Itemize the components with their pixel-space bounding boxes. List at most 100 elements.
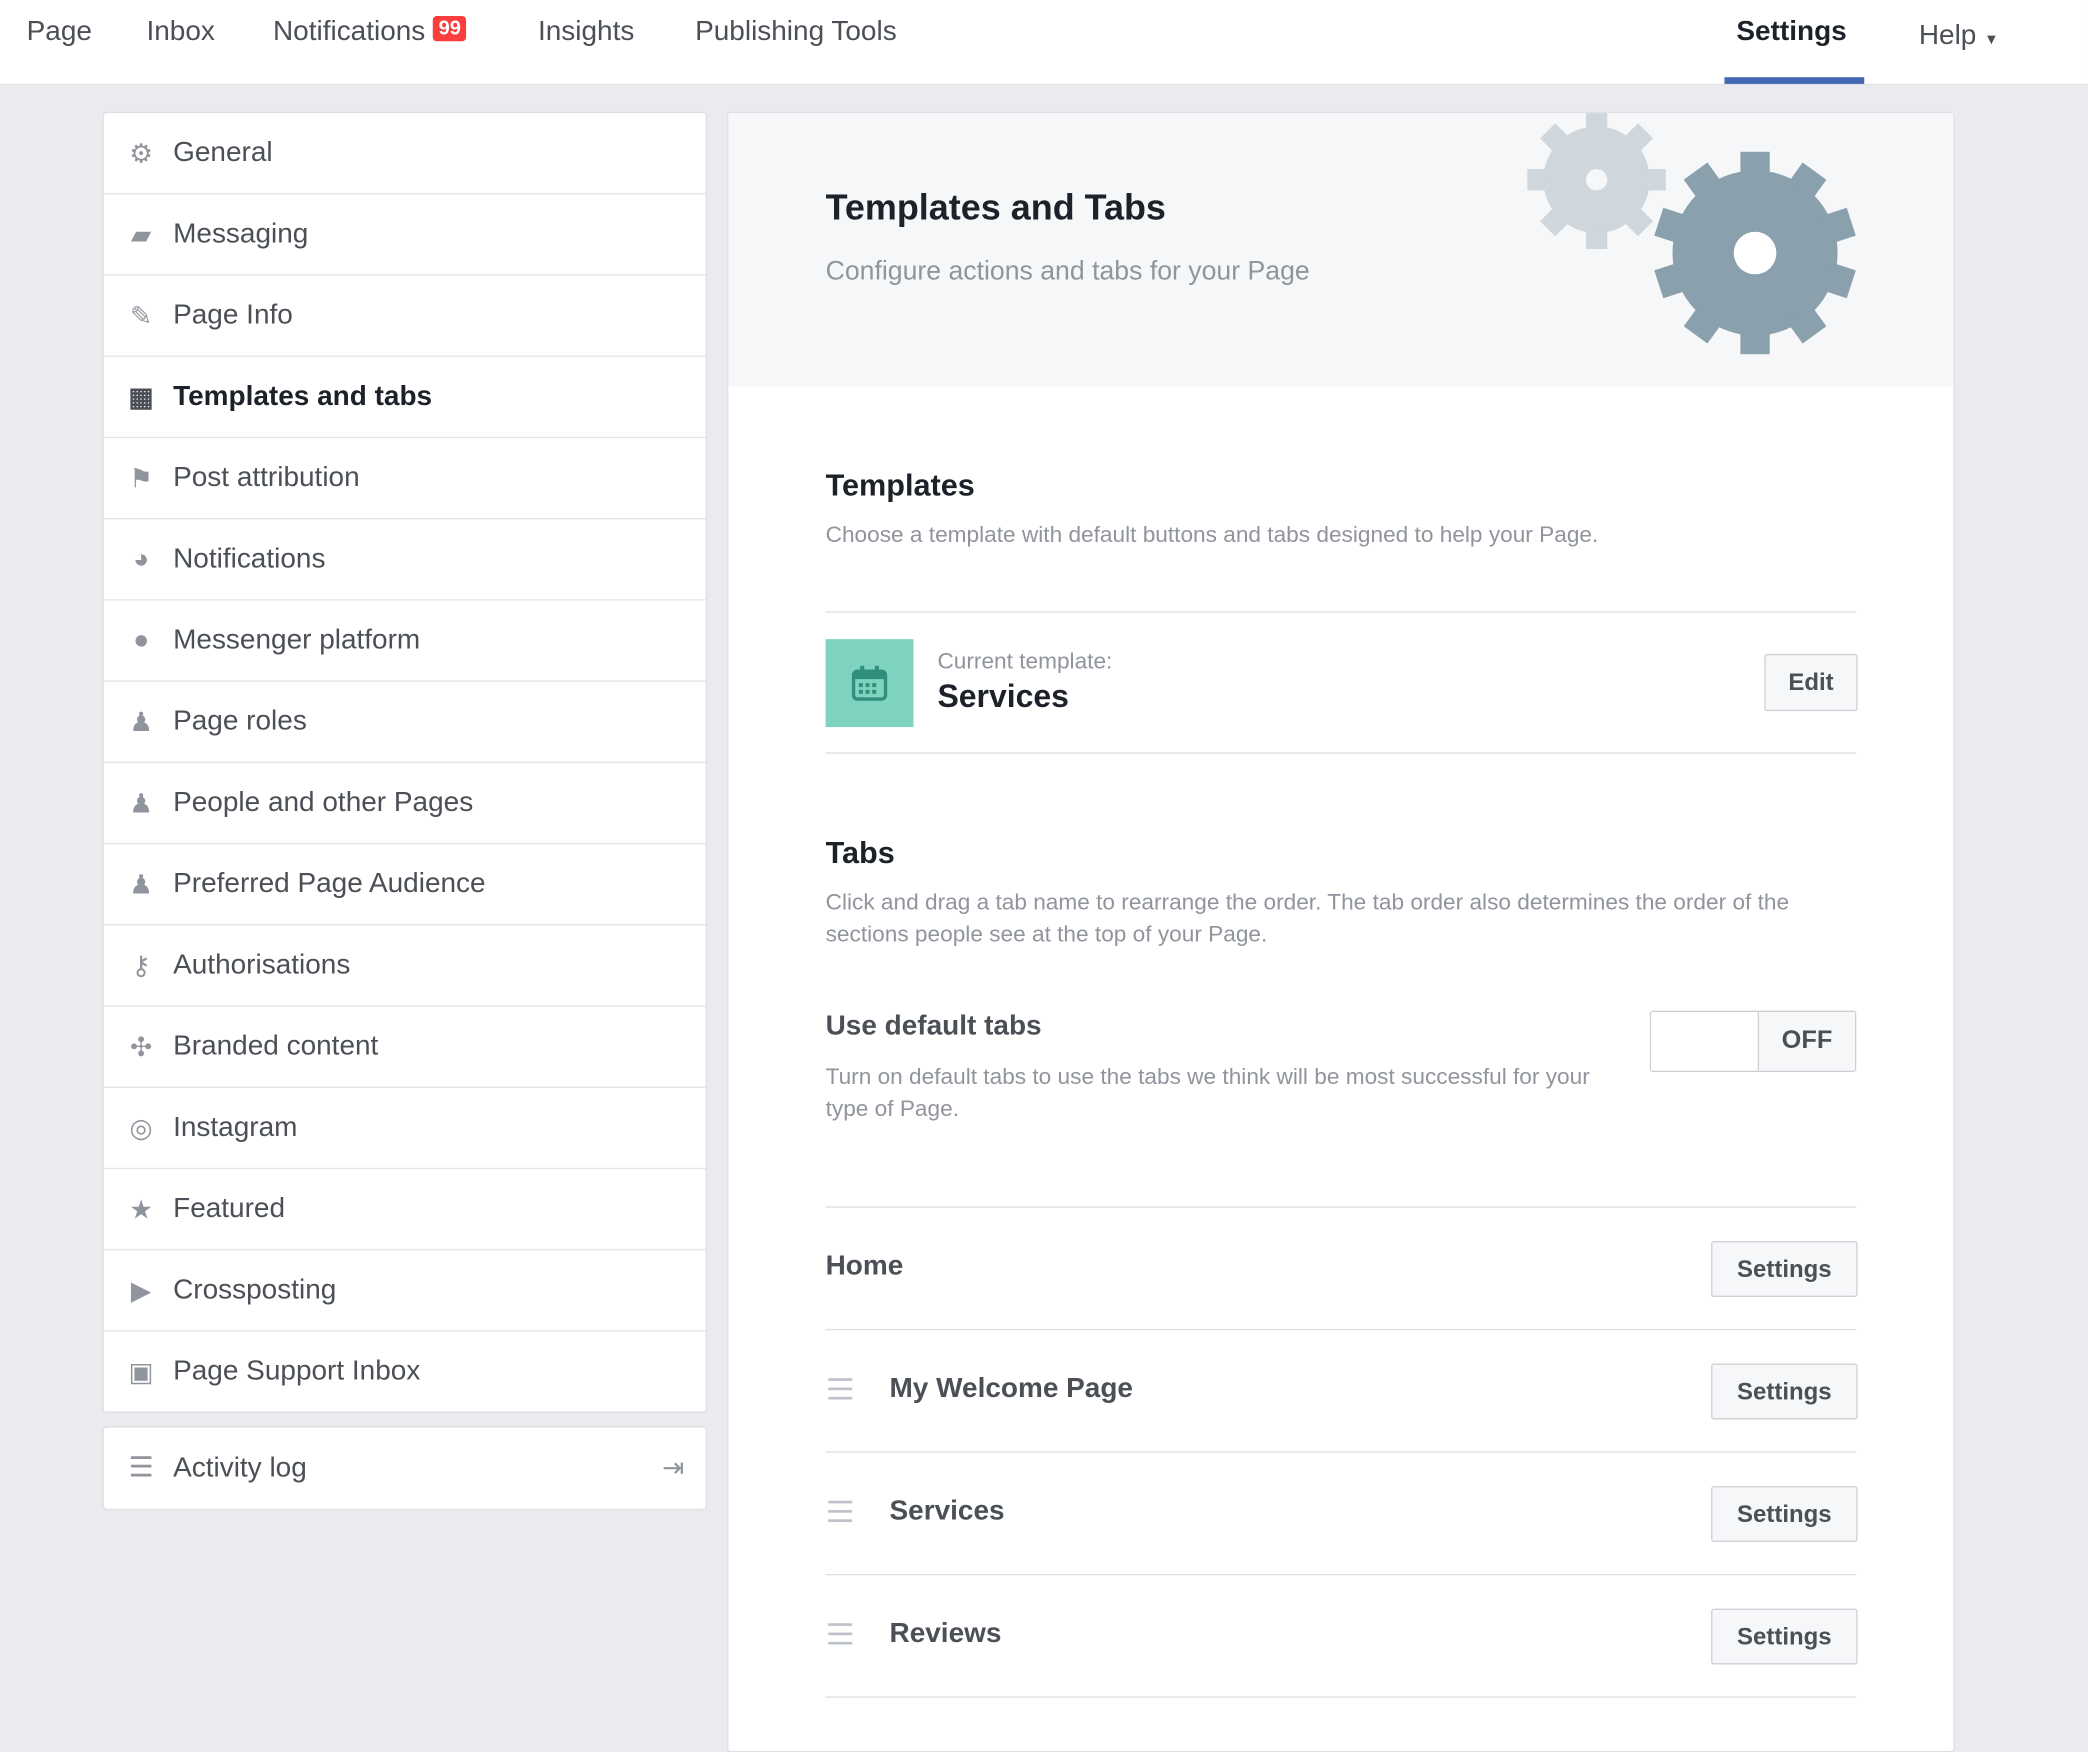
tabs-description: Click and drag a tab name to rearrange t… — [825, 889, 1790, 947]
active-tab-indicator — [1724, 77, 1865, 84]
caret-down-icon: ▼ — [1984, 31, 1999, 48]
sidebar-item-label: Messenger platform — [173, 624, 421, 656]
sidebar-item-post-attribution[interactable]: ⚑ Post attribution — [103, 438, 706, 520]
grid-icon: ▦ — [128, 382, 154, 413]
edit-template-button[interactable]: Edit — [1764, 653, 1858, 712]
template-thumbnail — [825, 639, 914, 728]
tabs-section: Tabs Click and drag a tab name to rearra… — [826, 835, 1857, 951]
sidebar-item-preferred-page-audience[interactable]: ♟ Preferred Page Audience — [103, 844, 706, 926]
nav-settings[interactable]: Settings — [1736, 15, 1847, 47]
sidebar-item-branded-content[interactable]: ✣ Branded content — [103, 1007, 706, 1088]
help-label: Help — [1918, 19, 1977, 51]
divider — [825, 1696, 1857, 1698]
settings-sidebar: ⚙ General ▰ Messaging ✎ Page Info ▦ Templates a… — [102, 111, 708, 1413]
tab-name: Home — [825, 1250, 904, 1281]
sidebar-item-instagram[interactable]: ◎ Instagram — [103, 1088, 706, 1170]
sidebar-item-label: Templates and tabs — [173, 380, 433, 412]
page-subtitle: Configure actions and tabs for your Page — [825, 256, 1310, 287]
sidebar-item-messenger-platform[interactable]: ● Messenger platform — [103, 601, 706, 682]
tab-settings-button[interactable]: Settings — [1711, 1608, 1858, 1665]
tab-settings-button[interactable]: Settings — [1711, 1241, 1858, 1297]
notifications-badge: 99 — [433, 15, 467, 42]
sidebar-item-templates-and-tabs[interactable]: ▦ Templates and tabs — [103, 357, 706, 439]
sidebar-item-crossposting[interactable]: ▶ Crossposting — [103, 1250, 706, 1332]
messages-icon: ▰ — [130, 220, 152, 250]
tab-row: Home Settings — [825, 1208, 1858, 1331]
tab-row: My Welcome Page Settings — [825, 1330, 1858, 1453]
sidebar-item-label: Page Support Inbox — [173, 1355, 421, 1387]
nav-notifications[interactable]: Notifications 99 — [272, 15, 467, 48]
sidebar-item-label: Preferred Page Audience — [173, 868, 486, 899]
handshake-icon: ✣ — [129, 1032, 153, 1062]
activity-log-link[interactable]: ☰ Activity log ⇥ — [102, 1426, 708, 1511]
sidebar-item-label: General — [173, 137, 273, 168]
toggle-state: OFF — [1759, 1012, 1855, 1071]
top-navigation: Page Inbox Notifications 99 Insights Publ… — [0, 0, 2088, 86]
gear-icon: ⚙ — [129, 139, 154, 169]
header-banner: Templates and Tabs Configure actions and… — [728, 113, 1954, 387]
sidebar-item-label: Page roles — [173, 705, 307, 737]
drag-handle-icon[interactable] — [828, 1623, 853, 1645]
tabs-title: Tabs — [825, 834, 895, 870]
tab-settings-button[interactable]: Settings — [1711, 1363, 1858, 1420]
tab-name: Reviews — [889, 1617, 1002, 1649]
star-icon: ★ — [129, 1195, 154, 1225]
divider — [825, 1206, 1857, 1208]
sidebar-item-page-roles[interactable]: ♟ Page roles — [103, 682, 706, 764]
sidebar-item-page-info[interactable]: ✎ Page Info — [103, 276, 706, 357]
globe-icon: ◕ — [133, 543, 150, 574]
nav-help[interactable]: Help ▼ — [1919, 20, 1999, 52]
sidebar-item-label: Instagram — [173, 1111, 298, 1143]
sidebar-item-messaging[interactable]: ▰ Messaging — [103, 194, 706, 276]
sidebar-item-authorisations[interactable]: ⚷ Authorisations — [103, 925, 706, 1007]
drag-handle-icon[interactable] — [828, 1500, 853, 1523]
tab-settings-button[interactable]: Settings — [1711, 1486, 1858, 1542]
person-star-icon: ♟ — [129, 870, 154, 900]
sidebar-item-label: Messaging — [173, 218, 309, 250]
sidebar-item-general[interactable]: ⚙ General — [103, 113, 706, 195]
main-panel: Templates and Tabs Configure actions and… — [727, 111, 1955, 1752]
calendar-icon — [851, 665, 888, 701]
key-icon: ⚷ — [131, 951, 151, 981]
page-title: Templates and Tabs — [825, 187, 1166, 228]
facebook-icon: ▣ — [128, 1357, 154, 1387]
sidebar-item-label: Branded content — [173, 1030, 379, 1062]
tab-row: Services Settings — [825, 1453, 1858, 1576]
current-template-value: Services — [937, 679, 1069, 716]
sidebar-item-label: Notifications — [173, 543, 326, 574]
templates-description: Choose a template with default buttons a… — [825, 521, 1599, 548]
list-icon: ☰ — [128, 1452, 154, 1484]
sidebar-item-label: Featured — [173, 1193, 286, 1224]
divider — [825, 1451, 1857, 1453]
divider — [825, 1328, 1857, 1331]
video-icon: ▶ — [130, 1276, 152, 1306]
open-external-icon: ⇥ — [662, 1454, 685, 1484]
nav-notifications-label: Notifications — [272, 15, 426, 47]
drag-handle-icon[interactable] — [828, 1378, 853, 1400]
sidebar-item-page-support-inbox[interactable]: ▣ Page Support Inbox — [104, 1332, 706, 1412]
divider — [825, 611, 1857, 613]
nav-publishing-tools[interactable]: Publishing Tools — [695, 15, 897, 47]
nav-inbox[interactable]: Inbox — [146, 15, 215, 47]
activity-log-label: Activity log — [173, 1452, 307, 1483]
templates-title: Templates — [825, 467, 975, 503]
templates-section: Templates Choose a template with default… — [826, 467, 1857, 551]
nav-page[interactable]: Page — [26, 15, 92, 47]
toggle-knob — [1651, 1012, 1760, 1071]
sidebar-item-label: Crossposting — [173, 1274, 337, 1305]
sidebar-item-featured[interactable]: ★ Featured — [103, 1169, 706, 1251]
pencil-icon: ✎ — [129, 301, 153, 331]
sidebar-item-label: Post attribution — [173, 462, 360, 493]
divider — [825, 752, 1857, 754]
nav-insights[interactable]: Insights — [537, 15, 635, 47]
tab-name: Services — [889, 1495, 1005, 1527]
tab-row: Reviews Settings — [825, 1575, 1858, 1698]
default-tabs-toggle[interactable]: OFF — [1649, 1010, 1857, 1072]
divider — [825, 1573, 1857, 1576]
sidebar-item-label: Page Info — [173, 299, 293, 331]
sidebar-item-notifications[interactable]: ◕ Notifications — [103, 519, 706, 601]
person-icon: ♟ — [129, 707, 154, 738]
sidebar-item-label: Authorisations — [173, 949, 351, 981]
sidebar-item-people-and-other-pages[interactable]: ♟ People and other Pages — [103, 763, 706, 845]
person-star-icon: ♟ — [129, 788, 154, 819]
